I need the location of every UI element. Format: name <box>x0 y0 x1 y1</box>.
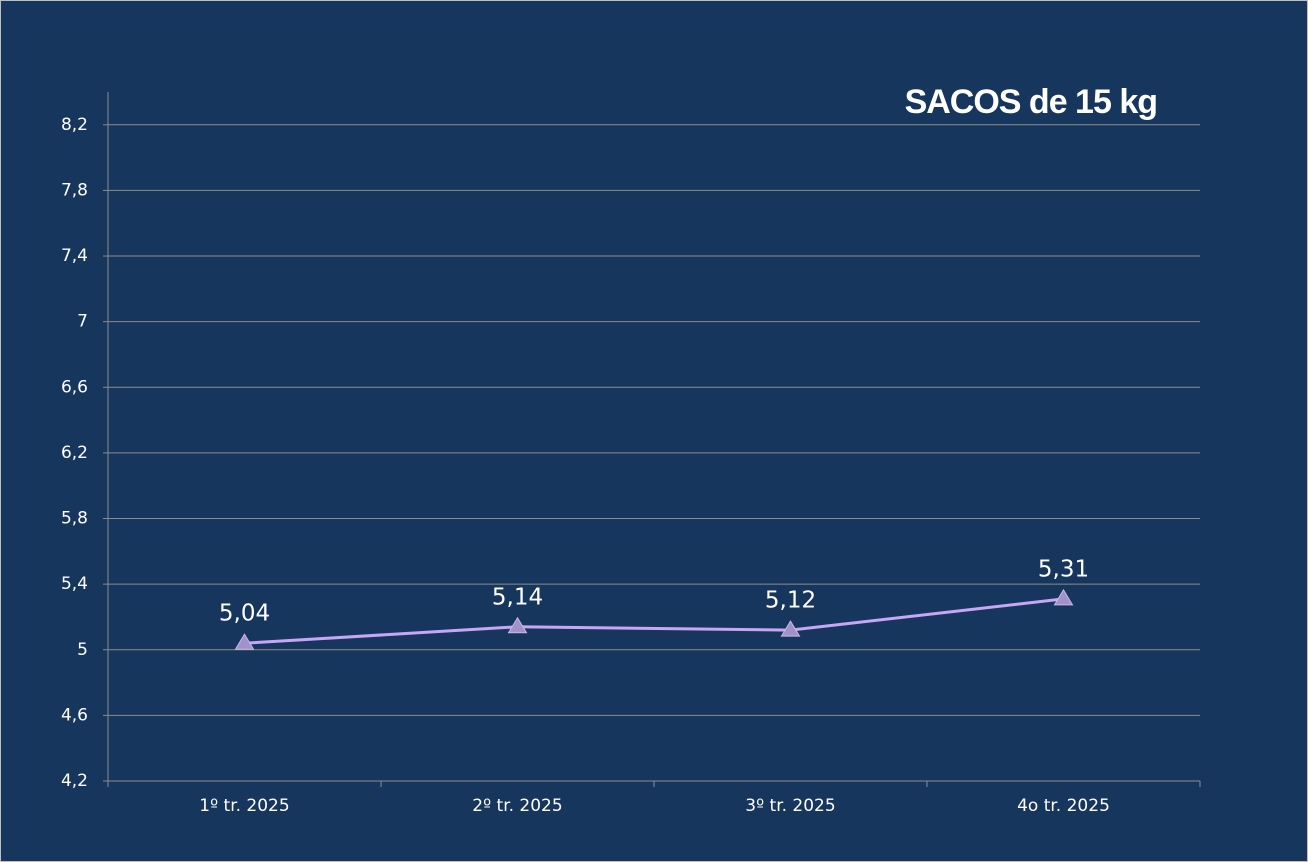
data-point <box>1053 588 1074 606</box>
x-tick-label: 3º tr. 2025 <box>745 796 835 816</box>
y-tick-label: 5 <box>77 640 88 660</box>
data-point <box>780 620 801 637</box>
y-tick-label: 7,4 <box>61 246 88 266</box>
data-line <box>244 597 1064 645</box>
data-point <box>507 616 528 634</box>
y-tick-label: 7,8 <box>61 180 88 200</box>
data-label: 5,04 <box>219 601 270 627</box>
data-label: 5,14 <box>492 584 543 610</box>
y-tick-label: 5,4 <box>61 574 88 594</box>
y-tick-label: 4,6 <box>61 705 88 725</box>
y-tick-label: 6,2 <box>61 443 88 463</box>
data-label: 5,31 <box>1038 556 1089 582</box>
x-tick-label: 2º tr. 2025 <box>472 796 562 816</box>
x-tick-label: 4o tr. 2025 <box>1017 796 1110 816</box>
y-tick-label: 5,8 <box>61 509 88 529</box>
chart-title: SACOS de 15 kg <box>905 83 1157 121</box>
y-tick-label: 4,2 <box>61 771 88 791</box>
y-tick-label: 6,6 <box>61 377 88 397</box>
y-tick-label: 8,2 <box>61 115 88 135</box>
y-tick-label: 7 <box>77 312 88 332</box>
data-label: 5,12 <box>765 588 816 614</box>
x-tick-label: 1º tr. 2025 <box>199 796 289 816</box>
data-point <box>234 633 255 650</box>
